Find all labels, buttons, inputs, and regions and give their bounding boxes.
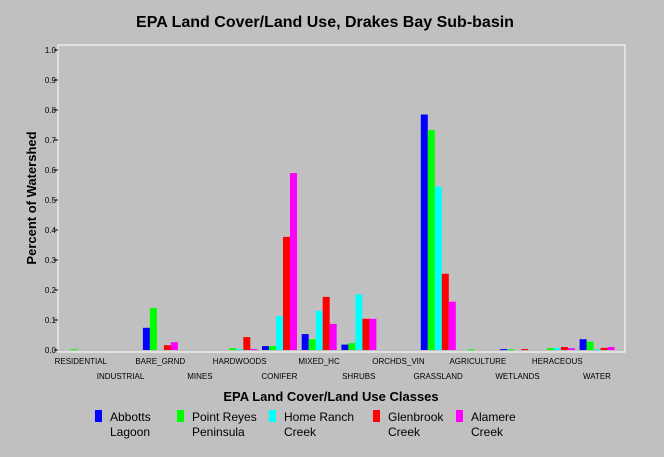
legend-label: Creek [471, 425, 504, 439]
x-tick-label: HERACEOUS [532, 357, 583, 366]
bar [163, 345, 171, 350]
bar [329, 323, 337, 350]
bar [348, 343, 356, 350]
bar [467, 349, 475, 351]
x-tick-label: ORCHDS_VIN [372, 357, 425, 366]
y-tick-label: 1.0 [45, 46, 57, 55]
bar [283, 236, 290, 350]
x-tick-label: AGRICULTURE [449, 357, 506, 366]
bar [420, 114, 428, 350]
bar [170, 342, 178, 350]
bar [315, 311, 323, 350]
legend-swatch [373, 410, 380, 422]
x-tick-label: WATER [583, 372, 611, 381]
bar [262, 346, 269, 350]
y-tick-label: 0.1 [45, 316, 57, 325]
legend-swatch [456, 410, 463, 422]
bar [560, 347, 568, 350]
y-tick-label: 0.6 [45, 166, 57, 175]
x-tick-label: WETLANDS [495, 372, 539, 381]
bar [448, 301, 456, 350]
legend-label: Home Ranch [284, 410, 354, 424]
x-tick-label: RESIDENTIAL [55, 357, 108, 366]
bar [70, 349, 78, 351]
bar [546, 348, 554, 350]
bar [607, 347, 615, 350]
x-tick-label: GRASSLAND [413, 372, 463, 381]
bar [553, 347, 561, 350]
x-tick-label: MINES [187, 372, 212, 381]
legend-swatch [269, 410, 276, 422]
bar [593, 349, 601, 351]
y-axis-title: Percent of Watershed [24, 131, 39, 264]
bar [149, 308, 157, 350]
bar [236, 349, 244, 351]
x-tick-label: BARE_GRND [135, 357, 185, 366]
y-tick-label: 0.5 [45, 196, 57, 205]
bar [355, 294, 363, 350]
legend-swatch [95, 410, 102, 422]
bar [586, 341, 594, 350]
bars [70, 114, 615, 351]
x-axis: RESIDENTIAL INDUSTRIAL BARE_GRNDMINESHARDW… [55, 357, 612, 381]
bar [427, 130, 435, 350]
x-tick-label: HARDWOODS [213, 357, 267, 366]
legend-label: Alamere [471, 410, 516, 424]
bar [567, 348, 575, 350]
bar [243, 337, 251, 350]
x-tick-label: INDUSTRIAL [97, 372, 145, 381]
legend-label: Glenbrook [388, 410, 444, 424]
bar [290, 173, 297, 350]
bar [362, 318, 370, 350]
bar [341, 344, 349, 350]
y-tick-label: 0.4 [45, 226, 57, 235]
x-tick-label: CONIFER [261, 372, 297, 381]
plot-area [57, 44, 626, 353]
y-tick-label: 0.9 [45, 76, 57, 85]
legend-label: Abbotts [110, 410, 151, 424]
bar [521, 349, 529, 351]
chart-title: EPA Land Cover/Land Use, Drakes Bay Sub-… [136, 14, 514, 31]
y-tick-label: 0.3 [45, 256, 57, 265]
y-tick-label: 0.0 [45, 346, 57, 355]
legend-label: Lagoon [110, 425, 150, 439]
bar [500, 349, 508, 351]
legend-label: Creek [284, 425, 317, 439]
bar [276, 316, 283, 350]
bar [441, 273, 449, 350]
y-tick-label: 0.2 [45, 286, 57, 295]
bar [250, 349, 258, 351]
y-axis: 0.0 0.1 0.2 0.3 0.4 0.5 0.6 0.7 0.8 0.9 1.0 [45, 46, 58, 355]
bar [229, 348, 237, 350]
bar [322, 296, 330, 350]
bar [269, 346, 276, 350]
bar [434, 186, 442, 350]
bar [301, 334, 309, 350]
bar [507, 349, 515, 351]
bar [600, 347, 608, 350]
x-axis-title: EPA Land Cover/Land Use Classes [223, 389, 438, 404]
legend-label: Peninsula [192, 425, 245, 439]
x-tick-label: SHRUBS [342, 372, 375, 381]
x-tick-label: MIXED_HC [298, 357, 340, 366]
bar [308, 339, 316, 350]
bar [369, 318, 377, 350]
bar [579, 339, 587, 350]
legend-swatch [177, 410, 184, 422]
legend-label: Creek [388, 425, 421, 439]
y-tick-label: 0.8 [45, 106, 57, 115]
y-tick-label: 0.7 [45, 136, 57, 145]
bar [142, 327, 150, 350]
legend-label: Point Reyes [192, 410, 257, 424]
